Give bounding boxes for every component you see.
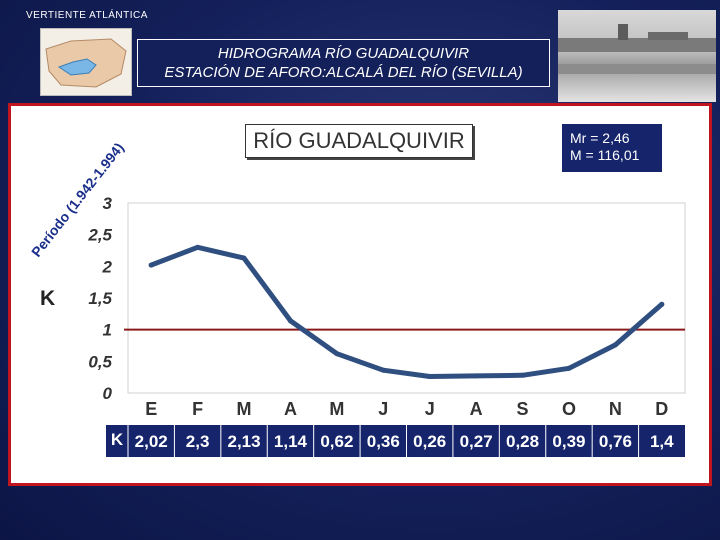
x-tick-label: M [329,399,344,419]
stats-box: Mr = 2,46 M = 116,01 [562,124,662,172]
k-table-value: 0,76 [599,432,632,451]
data-point [148,262,154,268]
photo-drawing [558,24,716,74]
stats-m: M = 116,01 [570,147,640,163]
data-point [195,244,201,250]
k-table-value: 0,36 [367,432,400,451]
town-photo [558,10,716,102]
x-tick-label: E [145,399,157,419]
x-tick-label: J [378,399,388,419]
k-table-value: 2,02 [135,432,168,451]
flow-value: 267,5 [183,464,212,476]
flow-value: 248,1 [230,464,258,476]
series-line [148,244,665,379]
title-line-1: HIDROGRAMA RÍO GUADALQUIVIR [217,45,470,62]
y-tick-label: 2 [102,257,113,276]
x-tick-label: J [425,399,435,419]
flow-value: 88,45 [601,464,630,476]
data-point [287,318,293,324]
river-title: RÍO GUADALQUIVIR [245,124,473,158]
x-tick-label: D [655,399,668,419]
k-table-row-label: K [111,430,124,449]
k-table-value: 0,39 [552,432,585,451]
data-point [473,373,479,379]
k-table-value: 2,3 [186,432,210,451]
y-tick-label: 0 [103,384,113,403]
y-tick-label: 2,5 [87,226,112,245]
x-tick-label: N [609,399,622,419]
flow-value: 31,94 [462,464,490,476]
flow-value: 72,7 [326,464,348,476]
y-tick-label: 0,5 [88,352,112,371]
flow-value: 45,43 [555,464,583,476]
x-tick-label: M [237,399,252,419]
flow-value: 235 [142,464,161,476]
k-table-value: 0,26 [413,432,446,451]
data-point [380,367,386,373]
y-tick-label: 1 [103,321,112,340]
data-point [241,255,247,261]
data-point [334,351,340,357]
flow-value: 42,5 [372,464,394,476]
k-table-value: 1,4 [650,432,674,451]
y-tick-label: 1,5 [88,289,112,308]
data-point [566,365,572,371]
x-tick-label: S [517,399,529,419]
plot-area [127,202,686,394]
k-table-value: 0,62 [320,432,353,451]
title-line-2: ESTACIÓN DE AFORO:ALCALÁ DEL RÍO (SEVILL… [164,64,523,81]
map-drawing [45,38,127,88]
data-point [659,301,665,307]
x-tick-label: O [562,399,576,419]
stats-mr: Mr = 2,46 [570,130,630,146]
k-table-background [106,425,685,457]
flow-value: 163,4 [648,464,676,476]
y-tick-label: 3 [103,194,113,213]
k-axis-label: K [40,287,56,310]
flow-value: 31,15 [415,464,444,476]
x-tick-label: A [284,399,297,419]
data-point [427,374,433,380]
flow-unit-label: m³ / s [40,464,68,476]
k-table-value: 0,27 [460,432,493,451]
x-tick-label: F [192,399,203,419]
flow-value: 132,5 [276,464,305,476]
k-table-value: 2,13 [227,432,260,451]
data-point [612,342,618,348]
region-label: VERTIENTE ATLÁNTICA [26,10,148,21]
data-point [520,372,526,378]
location-map [40,28,132,96]
hydrograph-title: HIDROGRAMA RÍO GUADALQUIVIR ESTACIÓN DE … [137,39,550,87]
k-table-value: 1,14 [274,432,308,451]
k-table-value: 0,28 [506,432,539,451]
flow-value: 33,54 [508,464,537,476]
cm-label: CM [112,467,126,477]
x-tick-label: A [470,399,483,419]
